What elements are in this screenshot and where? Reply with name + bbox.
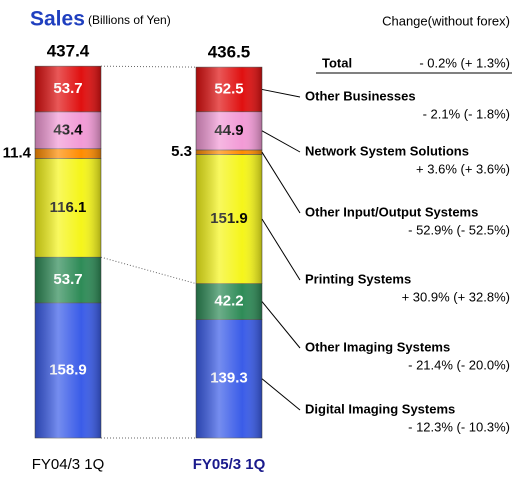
chart-title: Sales bbox=[30, 8, 85, 31]
annotation-name: Printing Systems bbox=[305, 271, 411, 286]
connector bbox=[100, 256, 197, 285]
total-label: 436.5 bbox=[208, 43, 251, 62]
total-name: Total bbox=[322, 55, 352, 70]
connector bbox=[100, 65, 197, 68]
leader-line bbox=[261, 218, 301, 281]
x-tick-label: FY05/3 1Q bbox=[193, 456, 266, 473]
annotation-change: - 2.1% (- 1.8%) bbox=[423, 106, 510, 121]
annotation-name: Digital Imaging Systems bbox=[305, 401, 455, 416]
data-label: 5.3 bbox=[171, 143, 192, 160]
x-tick-label: FY04/3 1Q bbox=[32, 456, 105, 473]
annotation-change: - 12.3% (- 10.3%) bbox=[408, 419, 510, 434]
leader-line bbox=[261, 378, 301, 411]
total-label: 437.4 bbox=[47, 42, 90, 61]
annotation-name: Network System Solutions bbox=[305, 143, 469, 158]
subtitle: (Billions of Yen) bbox=[88, 13, 171, 27]
annotation-change: + 30.9% (+ 32.8%) bbox=[402, 289, 510, 304]
bar-shading bbox=[196, 67, 262, 438]
change-header: Change(without forex) bbox=[382, 13, 510, 28]
leader-line bbox=[261, 88, 301, 98]
leader-line bbox=[261, 130, 301, 153]
leader-line bbox=[261, 301, 301, 349]
annotation-name: Other Imaging Systems bbox=[305, 339, 450, 354]
annotation-name: Other Input/Output Systems bbox=[305, 204, 478, 219]
leader-line bbox=[261, 151, 301, 214]
annotation-name: Other Businesses bbox=[305, 88, 416, 103]
annotation-change: + 3.6% (+ 3.6%) bbox=[416, 161, 510, 176]
annotation-change: - 52.9% (- 52.5%) bbox=[408, 222, 510, 237]
data-label: 11.4 bbox=[3, 145, 32, 162]
annotation-change: - 21.4% (- 20.0%) bbox=[408, 357, 510, 372]
total-change: - 0.2% (+ 1.3%) bbox=[419, 55, 510, 70]
bar-shading bbox=[35, 66, 101, 438]
